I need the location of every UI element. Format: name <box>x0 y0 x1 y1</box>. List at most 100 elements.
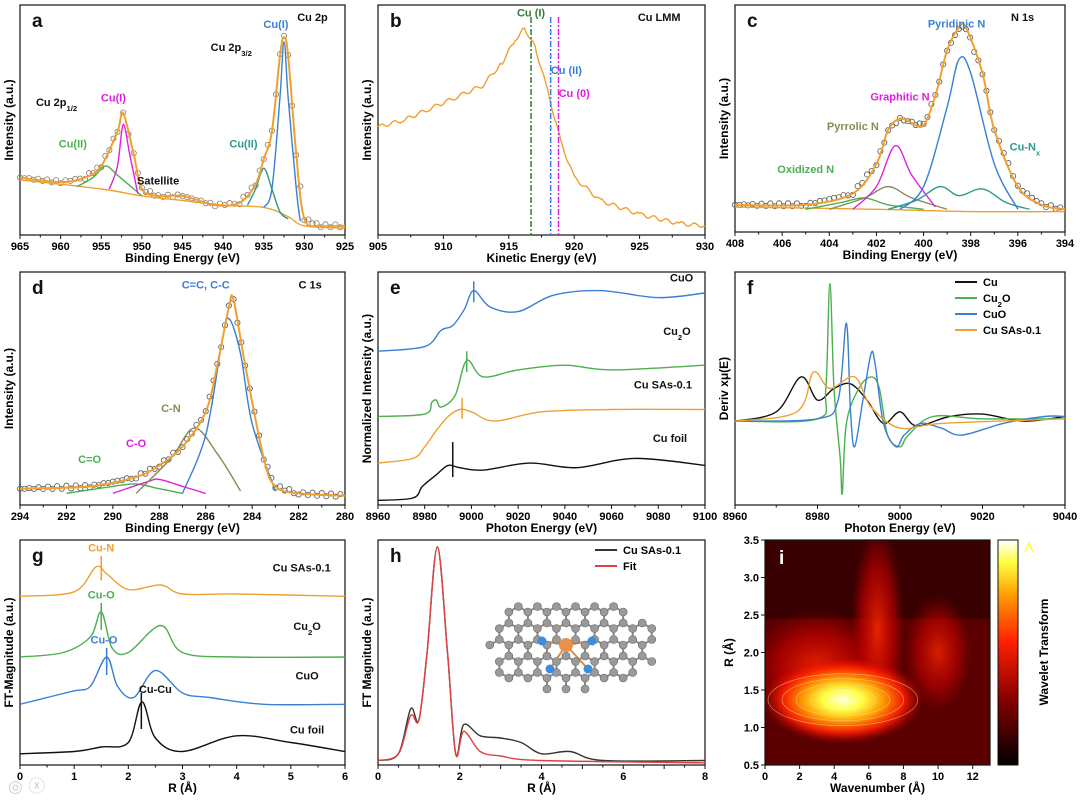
x-tick-label: 9040 <box>553 511 577 523</box>
panel-letter: i <box>779 548 784 569</box>
x-tick-label: 9000 <box>459 511 483 523</box>
series-cu-foil <box>377 457 706 502</box>
annotation-label: Cu LMM <box>638 12 681 24</box>
annotation-label: Cu foil <box>653 433 687 445</box>
carbon-atom <box>618 673 628 683</box>
x-tick-label: 286 <box>197 511 215 523</box>
carbon-atom <box>599 607 609 617</box>
x-tick-label: 8960 <box>723 511 747 523</box>
panel-letter: b <box>390 11 402 32</box>
panel-letter: f <box>747 278 754 299</box>
annotation-label: Cu (0) <box>559 88 591 100</box>
x-tick-label: 6 <box>620 771 626 783</box>
carbon-atom <box>628 635 637 644</box>
contour-line <box>767 673 919 726</box>
x-tick-label: 4 <box>831 771 838 783</box>
panel-a: Cu 2p Cu(I) Cu 2p3/2 Cu 2p1/2 Cu(I) Cu(II) Cu(… <box>2 4 354 265</box>
carbon-atom <box>533 602 542 611</box>
series-cu-2-o <box>734 282 1066 495</box>
annotation-label: Cu2O <box>663 326 691 342</box>
series-cuo <box>734 322 1066 448</box>
nitrogen-atom <box>583 664 593 674</box>
x-tick-label: 930 <box>295 241 313 253</box>
annotation-label: Cu-N <box>88 542 114 554</box>
carbon-atom <box>514 635 523 644</box>
carbon-atom <box>637 651 647 661</box>
x-tick-label: 9100 <box>693 511 717 523</box>
annotation-label: Cu(II) <box>59 139 87 151</box>
panel-letter: a <box>32 11 43 32</box>
annotation-label: C=C, C-C <box>182 279 230 291</box>
x-tick-label: 292 <box>57 511 75 523</box>
x-axis-label: Photon Energy (eV) <box>844 521 955 535</box>
annotation-label: N 1s <box>1011 12 1034 24</box>
carbon-atom <box>561 673 571 683</box>
x-tick-label: 2 <box>457 771 463 783</box>
carbon-atom <box>504 651 514 661</box>
series-fit <box>377 546 706 764</box>
y-tick-label: 0.5 <box>744 760 759 772</box>
carbon-atom <box>561 684 571 694</box>
x-tick-label: 294 <box>11 511 30 523</box>
x-tick-label: 8 <box>900 771 906 783</box>
y-axis-label: FT-Magnitude (a.u.) <box>2 598 16 708</box>
heatmap <box>765 540 990 765</box>
colorbar-label: Wavelet Transform <box>1037 599 1051 706</box>
carbon-atom <box>533 657 542 666</box>
carbon-atom <box>590 624 599 633</box>
carbon-atom <box>542 618 552 628</box>
x-tick-label: 5 <box>288 771 294 783</box>
data-point <box>281 32 288 39</box>
heatmap-hotspot <box>765 655 924 744</box>
series-cu-2-o <box>19 611 346 659</box>
carbon-atom <box>495 624 504 633</box>
series-pyridinic-n <box>899 56 1019 210</box>
carbon-atom <box>647 624 657 633</box>
y-axis-label: R (Å) <box>721 638 736 667</box>
carbon-atom <box>495 668 504 677</box>
carbon-atom <box>504 618 514 628</box>
data-point <box>1024 190 1031 197</box>
x-axis-label: Binding Energy (eV) <box>125 521 240 535</box>
carbon-atom <box>485 640 495 650</box>
carbon-atom <box>495 635 504 644</box>
series-c-o <box>66 483 183 495</box>
series-cu-nx <box>888 185 1030 210</box>
carbon-atom <box>533 624 542 633</box>
annotation-label: Cu SAs-0.1 <box>273 563 331 575</box>
contour-line <box>809 688 876 712</box>
data-point <box>1057 204 1064 211</box>
series-fit <box>734 22 1066 211</box>
carbon-atom <box>495 657 504 666</box>
panel-e: CuO Cu2O Cu SAs-0.1 Cu foil 8960 8980 9000 9020… <box>360 271 717 535</box>
x-tick-label: 9080 <box>646 511 670 523</box>
series-fit <box>19 294 346 497</box>
carbon-atom <box>504 673 514 683</box>
annotation-label: Pyrrolic N <box>827 121 879 133</box>
series-c-c-c-c <box>181 317 277 494</box>
annotation-label: Cu-O <box>88 590 115 602</box>
x-tick-label: 960 <box>51 241 69 253</box>
y-axis-label: Intensity (a.u.) <box>2 348 16 429</box>
contour-line <box>795 683 890 717</box>
series-cu-i-2p1-2 <box>108 123 139 194</box>
carbon-atom <box>590 602 599 611</box>
carbon-atom <box>618 651 628 661</box>
carbon-atom <box>552 657 561 666</box>
carbon-atom <box>618 618 628 628</box>
x-tick-label: 8980 <box>412 511 436 523</box>
annotation-label: Cu-Nx <box>1010 141 1041 157</box>
x-axis-label: R (Å) <box>168 780 197 795</box>
x-tick-label: 394 <box>1056 238 1075 250</box>
x-tick-label: 950 <box>133 241 151 253</box>
annotation-label: CuO <box>670 272 694 284</box>
carbon-atom <box>542 651 552 661</box>
series-background <box>734 206 1066 213</box>
legend-label: Cu SAs-0.1 <box>623 545 681 557</box>
panel-letter: g <box>32 546 44 567</box>
data-point <box>57 180 64 187</box>
x-tick-label: 8980 <box>805 511 829 523</box>
x-tick-label: 0 <box>17 771 23 783</box>
data-point <box>332 493 339 500</box>
x-axis-label: Binding Energy (eV) <box>843 248 958 262</box>
